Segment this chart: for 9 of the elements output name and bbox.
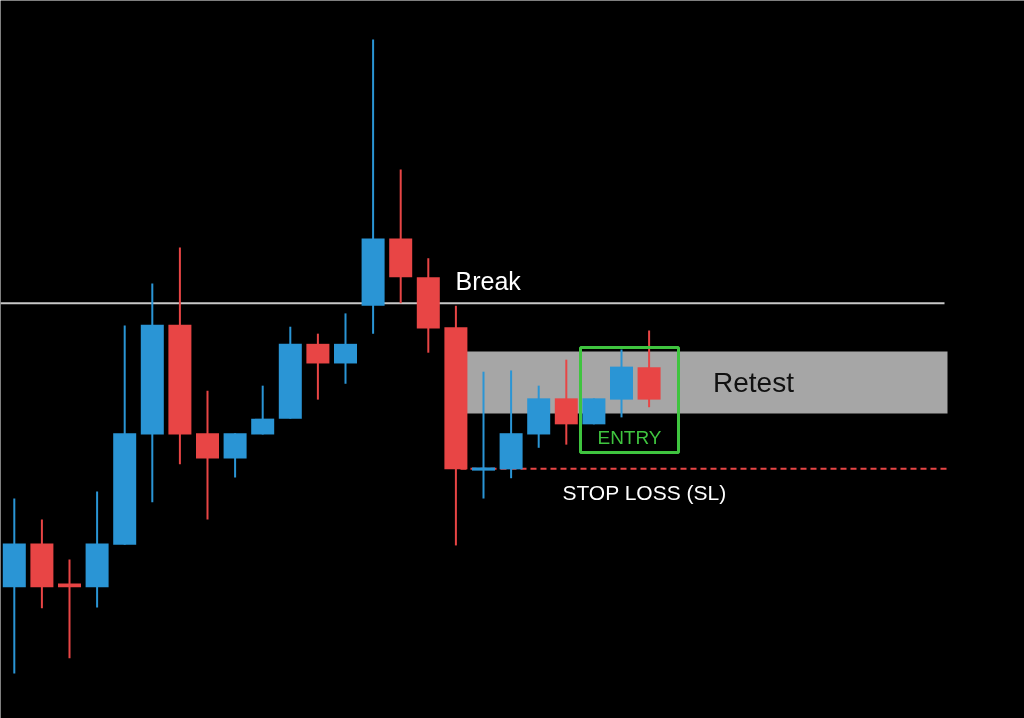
candlestick bbox=[472, 370, 495, 500]
candlestick bbox=[251, 384, 275, 436]
ref-line-label: STOP LOSS (SL) bbox=[562, 480, 727, 504]
ref-line-label: Break bbox=[455, 267, 522, 296]
band-label: Retest bbox=[713, 366, 795, 398]
candlestick bbox=[334, 312, 357, 385]
candlestick bbox=[58, 558, 81, 660]
annotation: ENTRY bbox=[597, 427, 662, 448]
candlestick bbox=[306, 332, 330, 401]
